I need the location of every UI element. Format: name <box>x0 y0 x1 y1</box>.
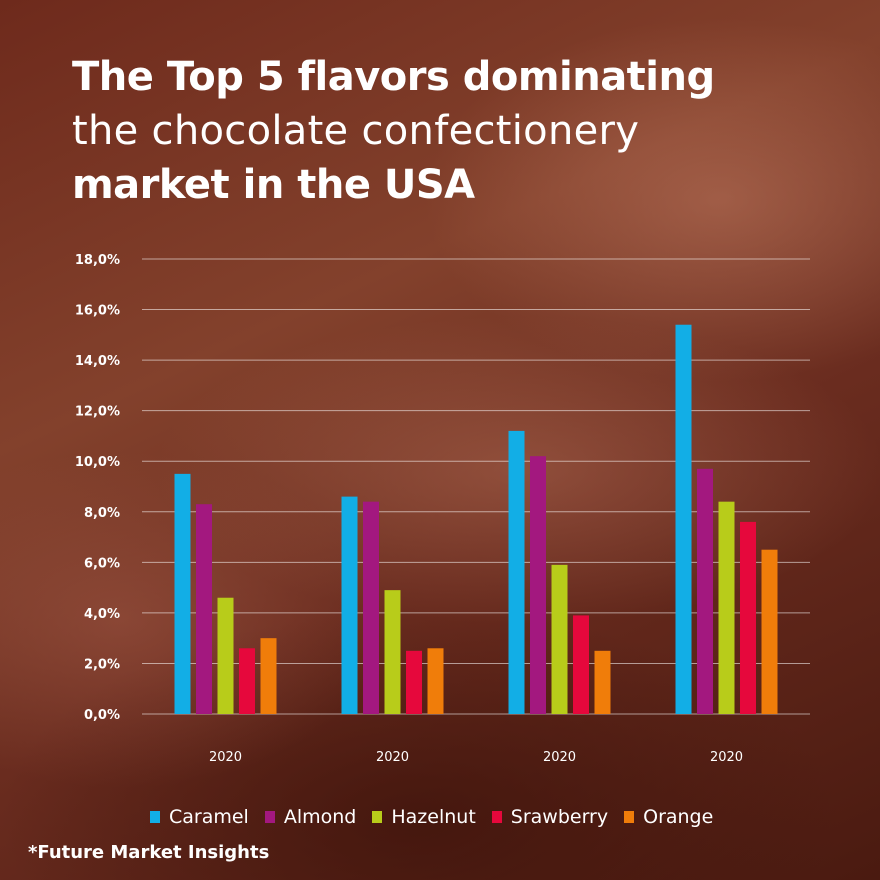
x-tick-label: 2020 <box>543 750 576 765</box>
y-tick-label: 8,0% <box>84 506 120 521</box>
page-title: The Top 5 flavors dominating the chocola… <box>72 50 715 212</box>
legend-swatch <box>150 811 160 823</box>
title-line-3: market in the USA <box>72 162 475 208</box>
bar-hazelnut <box>384 590 401 714</box>
legend-item-hazelnut: Hazelnut <box>372 806 476 828</box>
y-tick-label: 2,0% <box>84 657 120 672</box>
legend-item-srawberry: Srawberry <box>491 806 609 828</box>
legend-swatch <box>372 811 383 823</box>
legend-item-caramel: Caramel <box>150 806 249 828</box>
legend-label: Almond <box>283 806 357 828</box>
x-tick-label: 2020 <box>209 750 242 765</box>
x-tick-label: 2020 <box>376 750 409 765</box>
bar-caramel <box>341 496 358 714</box>
bar-almond <box>697 468 713 714</box>
y-tick-label: 10,0% <box>75 455 120 470</box>
bar-srawberry <box>406 650 422 714</box>
legend-swatch <box>491 811 502 823</box>
legend-label: Srawberry <box>510 806 609 828</box>
title-line-1: The Top 5 flavors dominating <box>72 54 715 100</box>
bar-srawberry <box>239 648 255 714</box>
y-tick-label: 12,0% <box>75 405 120 420</box>
bar-hazelnut <box>551 564 568 714</box>
chart-legend: Caramel Almond Hazelnut Srawberry Orange <box>150 806 713 828</box>
bar-caramel <box>675 324 692 714</box>
y-tick-label: 0,0% <box>84 708 120 723</box>
source-note: *Future Market Insights <box>28 842 270 863</box>
y-tick-label: 6,0% <box>84 556 120 571</box>
title-line-2: the chocolate confectionery <box>72 108 640 154</box>
bar-almond <box>530 456 546 714</box>
y-tick-label: 18,0% <box>75 253 120 268</box>
y-tick-label: 4,0% <box>84 607 120 622</box>
bar-caramel <box>174 473 191 714</box>
bar-almond <box>363 501 379 714</box>
bar-hazelnut <box>217 597 234 714</box>
bar-caramel <box>508 430 525 714</box>
y-axis-tick-labels: 0,0% 2,0% 4,0% 6,0% 8,0% 10,0% 12,0% 14,0% 16,0%… <box>75 253 120 723</box>
bar-orange <box>427 648 444 714</box>
x-axis-tick-labels: 2020 2020 2020 2020 <box>209 750 743 765</box>
legend-swatch <box>264 811 275 823</box>
legend-swatch <box>624 811 635 823</box>
bar-srawberry <box>573 615 589 714</box>
legend-label: Caramel <box>169 806 249 828</box>
bars <box>174 324 778 714</box>
y-tick-label: 16,0% <box>75 304 120 319</box>
bar-orange <box>761 549 778 714</box>
legend-label: Hazelnut <box>391 806 476 828</box>
bar-almond <box>196 504 212 714</box>
bar-srawberry <box>740 521 756 714</box>
bar-hazelnut <box>718 501 735 714</box>
legend-item-orange: Orange <box>624 806 713 828</box>
bar-orange <box>260 638 277 714</box>
legend-label: Orange <box>643 806 714 828</box>
bar-orange <box>594 650 611 714</box>
x-tick-label: 2020 <box>710 750 743 765</box>
legend-item-almond: Almond <box>264 806 357 828</box>
y-tick-label: 14,0% <box>75 354 120 369</box>
